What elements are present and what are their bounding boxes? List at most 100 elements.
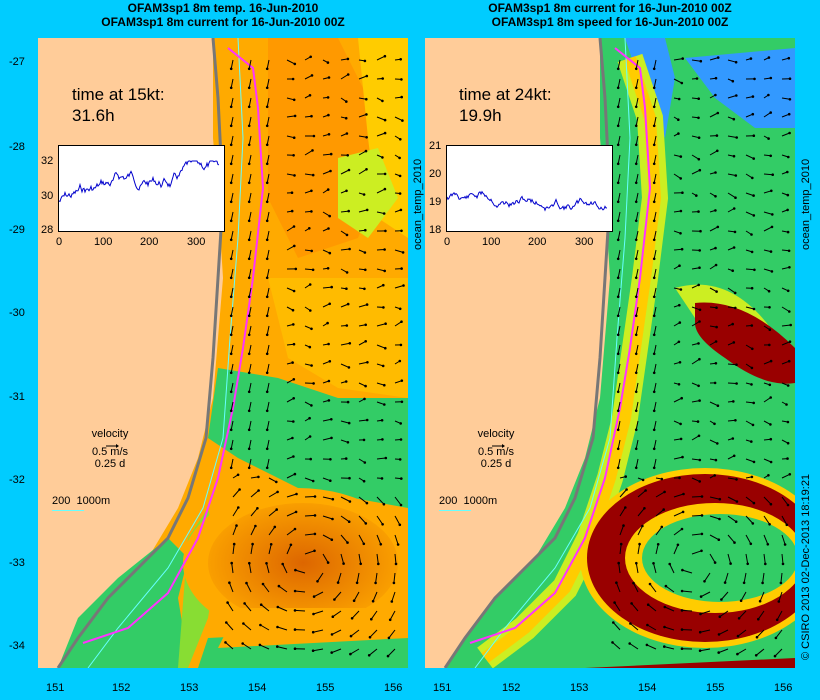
velocity-arrow-head [328,251,332,255]
velocity-arrow-head [735,382,738,385]
velocity-arrow [304,550,315,555]
right-map-panel[interactable] [425,38,795,668]
velocity-arrow-head [644,489,647,492]
velocity-arrow [691,169,701,175]
inset-x-tick: 300 [575,236,594,248]
velocity-arrow [763,173,773,176]
right-title-line1: OFAM3sp1 8m current for 16-Jun-2010 00Z [488,1,732,15]
velocity-arrow-head [699,229,702,233]
velocity-arrow-head [698,399,701,402]
velocity-arrow-head [330,633,334,636]
velocity-arrow-head [678,303,681,307]
velocity-arrow [266,439,270,449]
velocity-arrow [376,116,386,121]
velocity-arrow-head [365,168,368,171]
velocity-arrow-head [634,371,638,375]
velocity-arrow-head [678,361,682,364]
velocity-arrow-head [276,645,279,648]
velocity-arrow [653,439,657,449]
velocity-arrow [653,78,657,88]
velocity-arrow [619,489,627,498]
velocity-arrow [691,514,703,517]
velocity-arrow [322,496,333,500]
velocity-arrow-head [399,208,403,212]
velocity-arrow [617,116,621,126]
velocity-arrow-head [398,307,402,311]
velocity-arrow [635,401,639,411]
velocity-arrow-head [751,347,754,351]
velocity-arrow [682,590,693,593]
velocity-arrow-head [316,580,319,583]
velocity-arrow-head [729,562,732,565]
velocity-arrow [230,230,234,240]
velocity-arrow [617,211,621,221]
velocity-arrow-head [265,219,269,223]
velocity-arrow-head [700,549,703,553]
velocity-arrow-head [769,154,772,158]
left-time-label: time at 15kt: [72,85,165,104]
velocity-arrow [232,544,235,555]
velocity-arrow-head [308,94,312,97]
velocity-arrow-head [347,421,351,425]
velocity-arrow [691,321,700,327]
velocity-arrow-head [276,605,280,609]
velocity-arrow [389,610,396,621]
velocity-arrow [774,648,783,657]
velocity-arrow-head [326,96,330,99]
velocity-arrow-head [750,366,754,370]
velocity-arrow-head [734,306,737,310]
velocity-arrow-head [347,209,351,213]
velocity-arrow-head [734,60,738,64]
velocity-arrow-head [229,162,233,166]
velocity-arrow [727,287,736,294]
velocity-arrow [635,306,639,316]
velocity-arrow-head [713,381,717,385]
velocity-arrow [286,59,296,65]
velocity-arrow-head [698,480,701,483]
velocity-arrow-head [349,634,353,638]
velocity-arrow [727,534,735,543]
right-isobath-legend: 200 1000m [439,495,497,511]
velocity-arrow-head [265,352,269,356]
velocity-arrow-head [648,582,652,586]
velocity-arrow [358,150,367,156]
fast-current-band [695,302,795,384]
velocity-arrow-head [344,380,348,383]
velocity-arrow-head [346,541,349,544]
velocity-arrow-head [767,289,771,293]
velocity-arrow-head [652,390,656,394]
velocity-arrow [653,116,657,126]
velocity-arrow-head [344,457,348,460]
velocity-arrow-head [346,73,350,76]
velocity-arrow-head [733,541,736,544]
velocity-arrow-head [383,54,387,58]
velocity-arrow-head [327,227,330,230]
velocity-arrow-head [698,308,702,312]
velocity-arrow [763,534,769,545]
velocity-arrow [340,248,350,251]
velocity-arrow-head [259,603,263,606]
velocity-arrow-head [293,114,297,118]
velocity-arrow-head [293,62,297,66]
velocity-arrow-head [381,523,384,526]
velocity-arrow-head [229,314,233,318]
left-map-panel[interactable] [38,38,408,668]
velocity-arrow-head [329,152,333,156]
velocity-arrow [617,382,621,392]
velocity-arrow [232,507,239,517]
velocity-arrow [635,78,639,88]
velocity-arrow-head [384,346,387,350]
velocity-arrow-head [652,143,656,147]
velocity-arrow [762,572,765,583]
velocity-arrow [268,491,278,498]
velocity-arrow [653,97,657,107]
inset-y-tick: 19 [429,196,442,208]
velocity-arrow [262,583,270,593]
velocity-arrow [266,135,270,145]
velocity-arrow [617,363,621,373]
velocity-arrow-head [731,322,734,326]
velocity-arrow [727,192,736,199]
velocity-arrow-head [646,603,650,606]
velocity-arrow [617,192,621,202]
velocity-arrow [700,591,711,598]
